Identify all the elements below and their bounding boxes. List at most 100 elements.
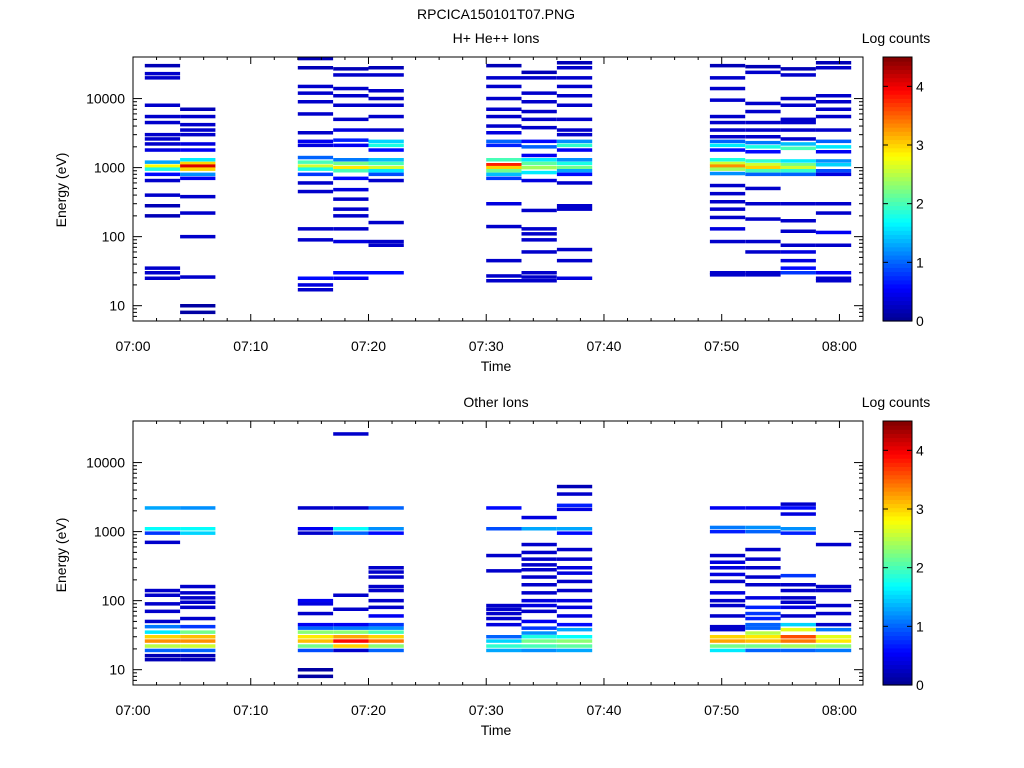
heatmap-cell bbox=[144, 214, 181, 218]
heatmap-cell bbox=[556, 492, 593, 496]
colorbar-step bbox=[883, 230, 912, 235]
heatmap-cell bbox=[333, 158, 369, 162]
heatmap-cell bbox=[709, 171, 746, 176]
colorbar-step bbox=[883, 421, 912, 426]
heatmap-cell bbox=[780, 588, 816, 593]
heatmap-cell bbox=[144, 531, 181, 535]
y-tick-label: 1000 bbox=[94, 524, 125, 540]
heatmap-cell bbox=[180, 648, 216, 653]
heatmap-cell bbox=[144, 193, 181, 197]
colorbar-step bbox=[883, 168, 912, 174]
heatmap-cell bbox=[180, 531, 216, 535]
heatmap-cell bbox=[815, 61, 852, 65]
heatmap-cell bbox=[486, 603, 522, 608]
heatmap-cell bbox=[521, 542, 557, 547]
heatmap-cell bbox=[368, 626, 404, 630]
heatmap-cell bbox=[521, 100, 557, 104]
heatmap-cell bbox=[780, 266, 816, 270]
heatmap-cell bbox=[368, 66, 404, 70]
heatmap-cell bbox=[521, 70, 557, 75]
heatmap-cell bbox=[745, 529, 781, 534]
colorbar-step bbox=[883, 470, 912, 476]
heatmap-cell bbox=[486, 131, 522, 135]
heatmap-cell bbox=[297, 100, 334, 104]
heatmap-cell bbox=[556, 627, 593, 632]
colorbar-step bbox=[883, 69, 912, 75]
heatmap-cell bbox=[780, 219, 816, 223]
heatmap-cell bbox=[368, 158, 404, 162]
heatmap-cell bbox=[745, 64, 781, 69]
colorbar-step bbox=[883, 540, 912, 546]
heatmap-cell bbox=[333, 73, 369, 77]
colorbar-step bbox=[883, 482, 912, 488]
heatmap-cell bbox=[780, 165, 816, 170]
heatmap-cell bbox=[333, 607, 369, 611]
colorbar-step bbox=[883, 569, 912, 575]
heatmap-cell bbox=[297, 155, 334, 160]
heatmap-cell bbox=[368, 161, 404, 166]
heatmap-cell bbox=[486, 96, 522, 101]
colorbar-step bbox=[883, 656, 912, 661]
colorbar-step bbox=[883, 647, 912, 653]
heatmap-cell bbox=[521, 603, 557, 608]
heatmap-cell bbox=[709, 167, 746, 171]
heatmap-cell bbox=[709, 506, 746, 510]
heatmap-cell bbox=[297, 626, 334, 630]
colorbar-step bbox=[883, 462, 912, 467]
heatmap-cell bbox=[709, 648, 746, 653]
colorbar-step bbox=[883, 77, 912, 83]
heatmap-cell bbox=[780, 635, 816, 639]
heatmap-cell bbox=[368, 648, 404, 653]
heatmap-cell bbox=[521, 626, 557, 630]
heatmap-cell bbox=[780, 243, 816, 247]
heatmap-cell bbox=[180, 194, 216, 199]
heatmap-cell bbox=[297, 139, 334, 144]
heatmap-cell bbox=[745, 271, 781, 275]
heatmap-cell bbox=[815, 635, 852, 639]
colorbar-step bbox=[883, 57, 912, 62]
heatmap-cell bbox=[521, 178, 557, 183]
heatmap-cell bbox=[486, 84, 522, 89]
colorbar-step bbox=[883, 515, 912, 521]
heatmap-cell bbox=[780, 648, 816, 653]
colorbar-tick-label: 3 bbox=[916, 501, 924, 517]
colorbar-step bbox=[883, 590, 912, 595]
heatmap-cell bbox=[297, 668, 334, 672]
heatmap-cell bbox=[180, 600, 216, 604]
heatmap-cell bbox=[144, 266, 181, 270]
colorbar-step bbox=[883, 213, 912, 219]
colorbar-step bbox=[883, 553, 912, 558]
heatmap-cell bbox=[333, 239, 369, 244]
x-tick-label: 07:10 bbox=[233, 702, 268, 718]
heatmap-cell bbox=[815, 202, 852, 206]
colorbar-step bbox=[883, 316, 912, 322]
heatmap-cell bbox=[144, 164, 181, 168]
heatmap-cell bbox=[521, 208, 557, 213]
colorbar-step bbox=[883, 110, 912, 116]
heatmap-cell bbox=[368, 527, 404, 531]
heatmap-cell bbox=[486, 169, 522, 173]
heatmap-cell bbox=[486, 172, 522, 177]
heatmap-cell bbox=[745, 239, 781, 244]
panel-title: Other Ions bbox=[463, 394, 528, 410]
colorbar-step bbox=[883, 238, 912, 244]
heatmap-cell bbox=[745, 635, 781, 639]
heatmap-cell bbox=[180, 630, 216, 634]
heatmap-cell bbox=[815, 159, 852, 163]
x-axis-label: Time bbox=[481, 358, 512, 374]
heatmap-cell bbox=[486, 165, 522, 170]
heatmap-cell bbox=[815, 644, 852, 648]
colorbar-step bbox=[883, 433, 912, 439]
heatmap-cell bbox=[521, 275, 557, 279]
heatmap-cell bbox=[815, 66, 852, 70]
heatmap-cell bbox=[709, 76, 746, 80]
heatmap-cell bbox=[368, 644, 404, 648]
colorbar-step bbox=[883, 81, 912, 87]
heatmap-cell bbox=[745, 575, 781, 579]
heatmap-cell bbox=[368, 570, 404, 574]
heatmap-cell bbox=[180, 605, 216, 610]
colorbar-frame bbox=[882, 56, 913, 322]
heatmap-cell bbox=[180, 128, 216, 132]
heatmap-cell bbox=[556, 247, 593, 252]
